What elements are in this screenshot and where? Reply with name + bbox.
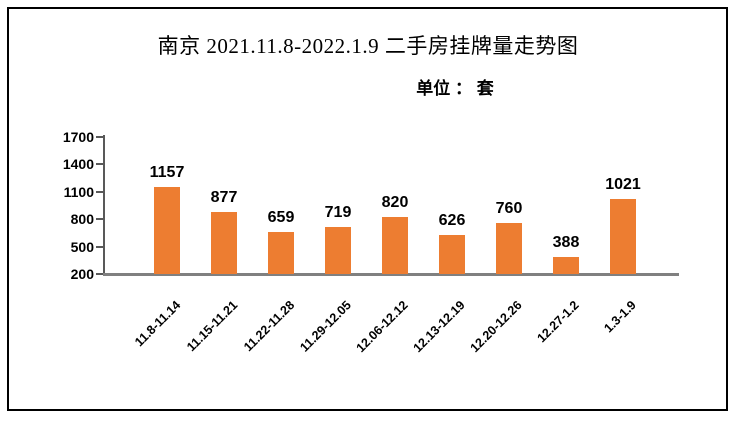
y-tick-label: 1700: [62, 129, 94, 145]
y-tick-mark: [96, 273, 103, 275]
bar: [211, 212, 237, 274]
bar-value-label: 760: [495, 200, 523, 217]
y-tick-label: 200: [70, 266, 94, 282]
y-tick-label: 800: [70, 211, 94, 228]
chart-frame: [7, 7, 728, 411]
y-tick-label: 1100: [63, 183, 94, 200]
bar-value-label: 388: [552, 234, 580, 251]
bar: [325, 227, 351, 274]
bar: [439, 235, 465, 274]
bar-value-label: 719: [324, 204, 352, 221]
y-tick-mark: [96, 245, 103, 248]
y-axis-line: [103, 135, 105, 276]
y-tick-label: 500: [70, 238, 94, 255]
bar-value-label: 1157: [149, 164, 185, 181]
bar-value-label: 659: [267, 209, 295, 226]
bar-value-label: 820: [381, 194, 409, 211]
bar: [268, 232, 294, 274]
y-tick-mark: [96, 136, 103, 138]
y-tick-label: 1400: [62, 156, 94, 173]
bar: [553, 257, 579, 274]
bar-value-label: 626: [438, 212, 466, 229]
bar: [496, 223, 522, 274]
y-tick-mark: [96, 190, 103, 193]
y-tick-mark: [96, 163, 103, 166]
chart-title: 南京 2021.11.8-2022.1.9 二手房挂牌量走势图: [157, 34, 579, 58]
unit-label: 单位 ： 套: [416, 79, 494, 98]
bar-value-label: 1021: [605, 176, 641, 193]
bar: [610, 199, 636, 274]
x-axis-line: [103, 273, 679, 276]
bar: [382, 217, 408, 274]
y-tick-mark: [96, 218, 103, 221]
bar-value-label: 877: [210, 189, 238, 206]
bar: [154, 187, 180, 274]
